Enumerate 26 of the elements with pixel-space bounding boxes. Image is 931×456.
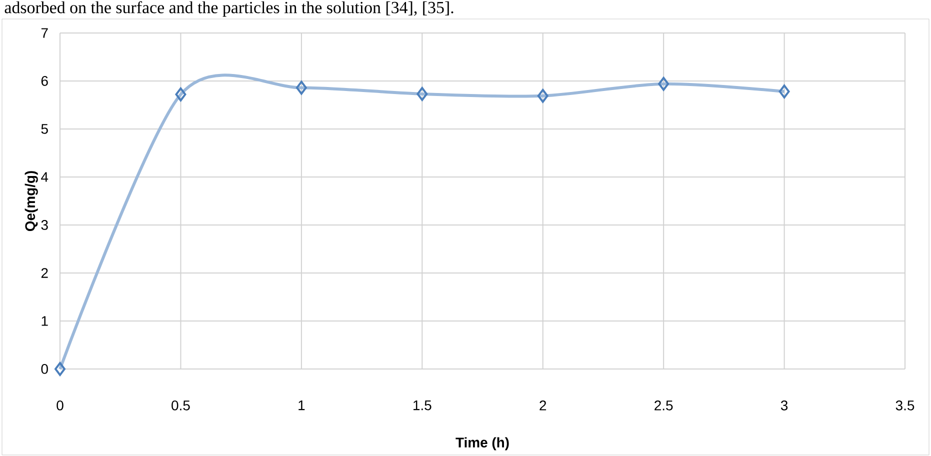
y-tick-label: 1 <box>42 316 48 326</box>
point <box>658 76 670 91</box>
point <box>54 362 66 376</box>
point <box>296 80 307 95</box>
y-tick-label: 0 <box>41 364 48 374</box>
point <box>175 87 186 102</box>
x-tick-label: 1.5 <box>414 400 432 410</box>
y-tick-label: 2 <box>41 268 48 278</box>
x-tick-label: 2.5 <box>654 400 673 410</box>
x-tick-label: 3 <box>780 400 788 410</box>
x-tick-label: 0.5 <box>172 400 190 410</box>
y-tick-label: 7 <box>41 28 48 38</box>
x-tick-label: 1 <box>298 400 305 410</box>
x-tick-label: 0 <box>56 400 64 410</box>
point <box>416 86 428 101</box>
x-tick-label: 3.5 <box>896 400 914 410</box>
y-tick-label: 5 <box>41 124 48 134</box>
point <box>778 84 790 99</box>
text: adsorbed on the surface and the particles in the solution [34], [35]. <box>4 1 454 17</box>
y-tick-label: 6 <box>41 76 48 86</box>
x-axis-title: Time (h) <box>456 437 509 450</box>
x-tick-label: 2 <box>540 400 546 410</box>
y-axis-title: Qe(mg/g) <box>24 171 38 232</box>
y-tick-label: 4 <box>41 172 48 182</box>
point <box>537 88 548 103</box>
y-tick-label: 3 <box>41 220 48 230</box>
